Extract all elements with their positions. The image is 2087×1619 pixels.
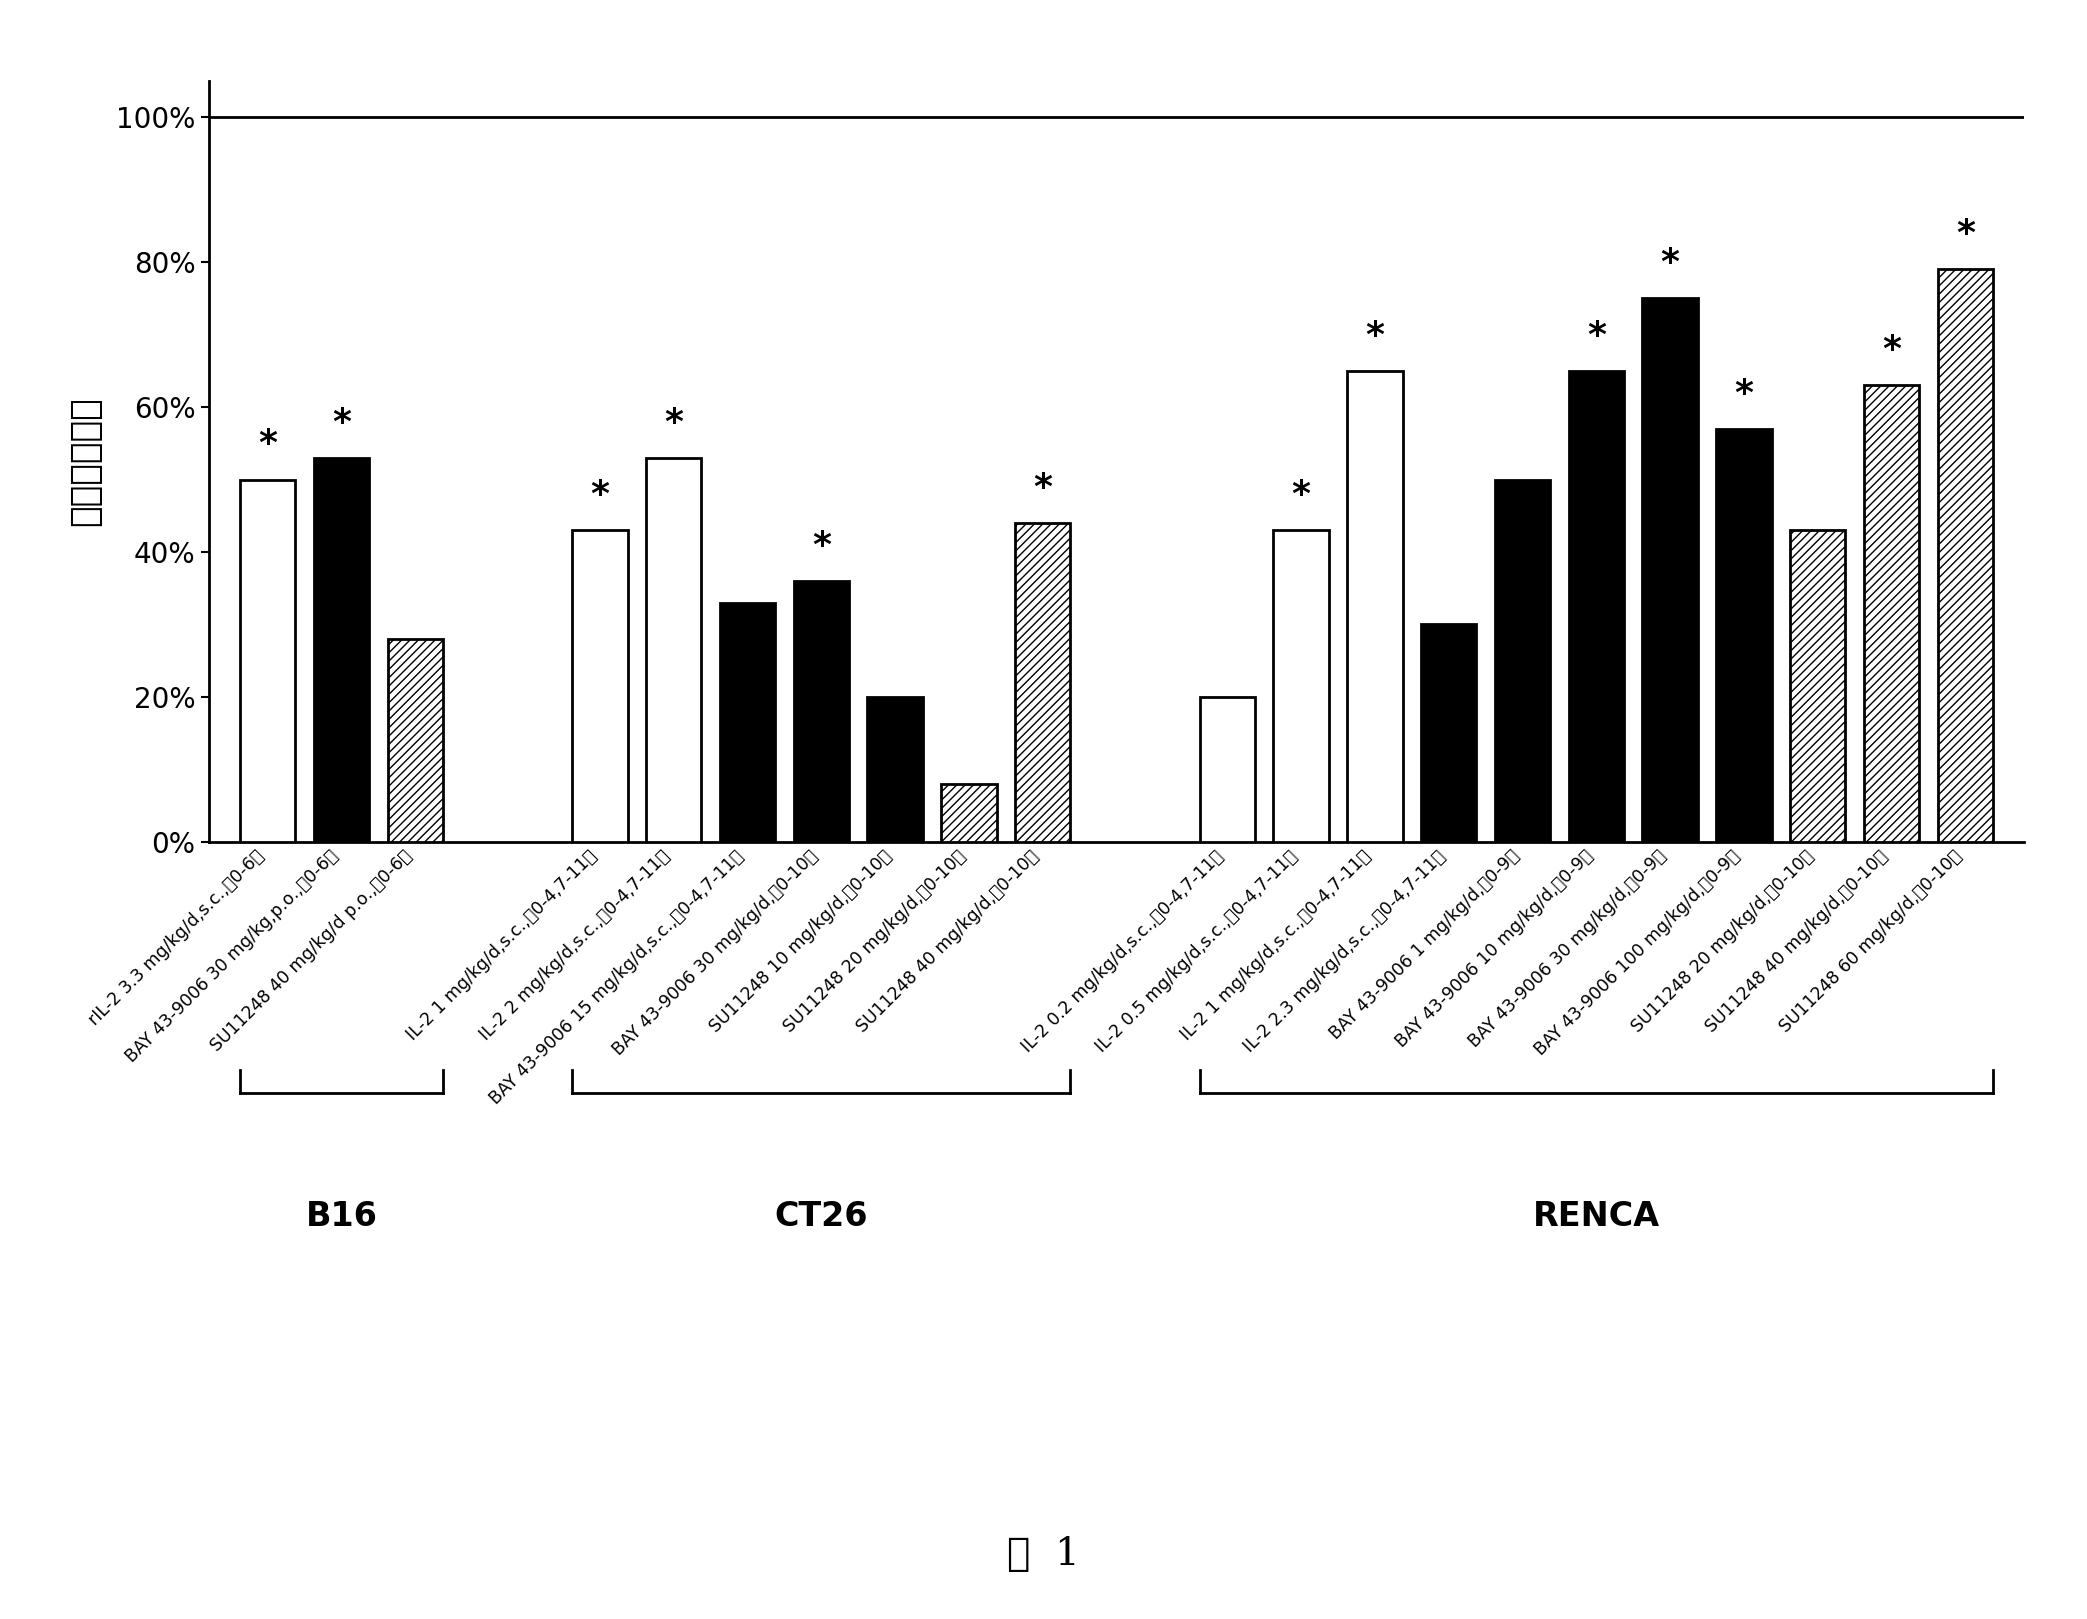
Bar	[1200, 696, 1254, 842]
Bar	[1273, 531, 1329, 842]
Text: RENCA: RENCA	[1532, 1200, 1659, 1232]
Text: *: *	[1956, 217, 1974, 251]
Bar	[793, 581, 849, 842]
Bar	[572, 531, 628, 842]
Y-axis label: 肿瘾生长抑制: 肿瘾生长抑制	[69, 397, 102, 526]
Bar	[1569, 371, 1624, 842]
Text: *: *	[1734, 377, 1753, 411]
Bar	[1642, 298, 1699, 842]
Bar	[1421, 625, 1476, 842]
Bar	[941, 784, 998, 842]
Text: *: *	[1882, 334, 1901, 368]
Text: *: *	[1365, 319, 1384, 353]
Text: 图  1: 图 1	[1008, 1536, 1079, 1572]
Text: *: *	[332, 406, 351, 440]
Bar	[720, 602, 774, 842]
Bar	[1716, 429, 1772, 842]
Text: *: *	[1661, 246, 1680, 280]
Text: *: *	[259, 427, 278, 461]
Bar	[1864, 385, 1920, 842]
Bar	[647, 458, 701, 842]
Text: *: *	[1586, 319, 1605, 353]
Bar	[1937, 269, 1993, 842]
Text: *: *	[812, 529, 831, 563]
Bar	[1348, 371, 1402, 842]
Bar	[868, 696, 922, 842]
Text: *: *	[1033, 471, 1052, 505]
Bar	[1494, 479, 1551, 842]
Bar	[240, 479, 296, 842]
Text: *: *	[664, 406, 682, 440]
Bar	[1791, 531, 1845, 842]
Bar	[1014, 523, 1071, 842]
Bar	[313, 458, 369, 842]
Text: *: *	[1292, 478, 1311, 512]
Text: B16: B16	[305, 1200, 378, 1232]
Text: *: *	[591, 478, 609, 512]
Bar	[388, 640, 442, 842]
Text: CT26: CT26	[774, 1200, 868, 1232]
